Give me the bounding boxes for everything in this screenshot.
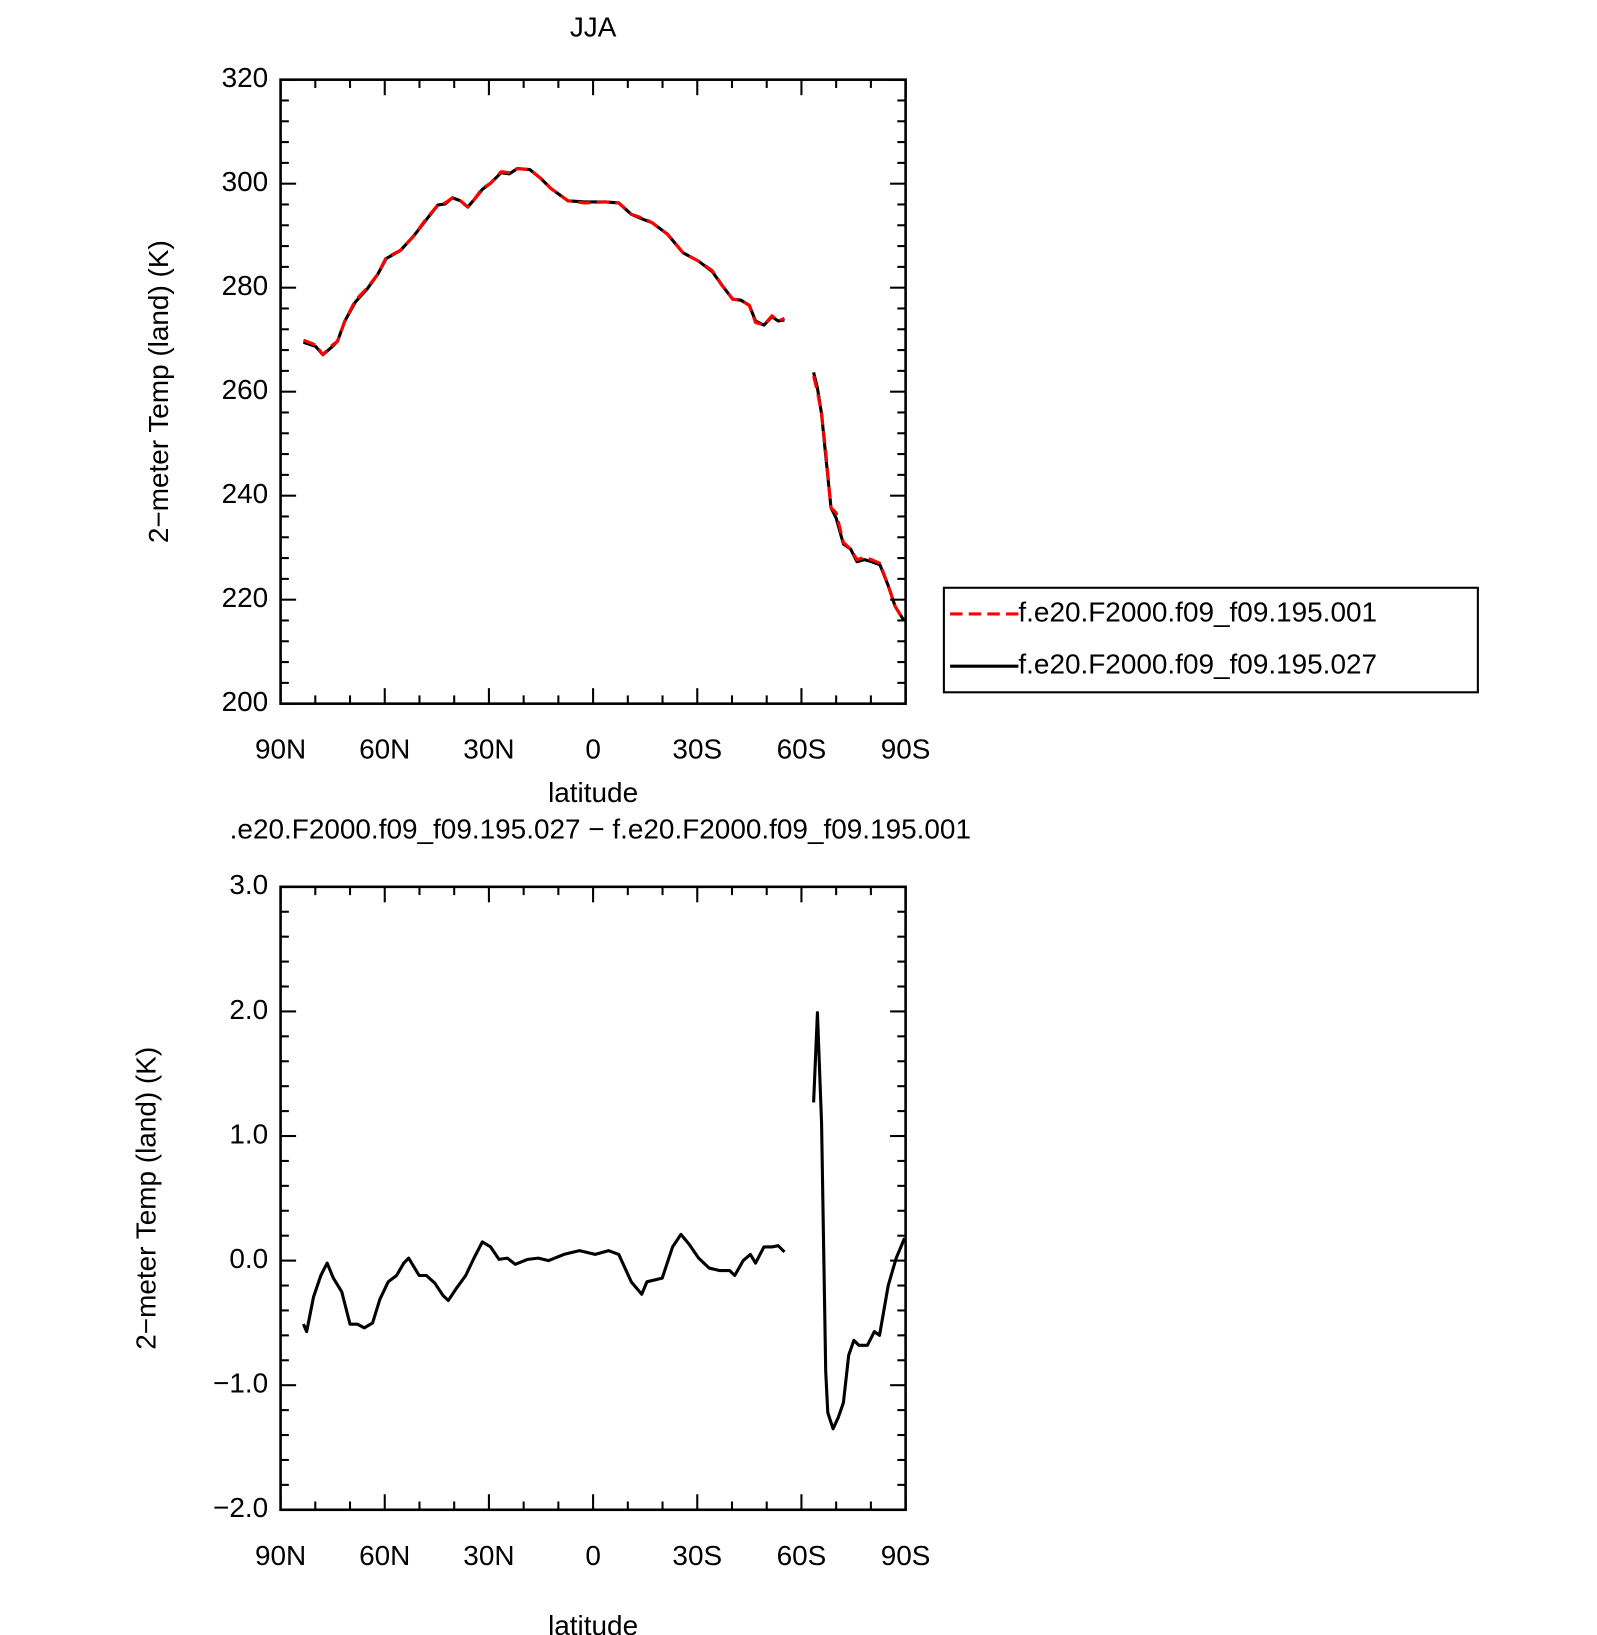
- x-axis-label: latitude: [548, 1610, 638, 1635]
- x-tick-label: 60N: [359, 1540, 410, 1571]
- legend-label: f.e20.F2000.f09_f09.195.001: [1018, 596, 1377, 627]
- y-axis-label: 2−meter Temp (land) (K): [130, 1047, 161, 1350]
- plot-frame: [279, 78, 907, 705]
- x-tick-label: 90S: [881, 1540, 931, 1571]
- x-axis-label: latitude: [548, 777, 638, 808]
- plot-frame: [279, 885, 907, 1512]
- x-tick-label: 30S: [672, 734, 722, 765]
- data-line: [302, 1011, 906, 1431]
- chart-title: .e20.F2000.f09_f09.195.027 − f.e20.F2000…: [230, 813, 971, 844]
- x-tick-label: 60S: [777, 734, 827, 765]
- y-axis-label: 2−meter Temp (land) (K): [143, 240, 174, 543]
- x-tick-label: 30N: [463, 734, 514, 765]
- x-tick-label: 90N: [255, 1540, 306, 1571]
- y-tick-label: −1.0: [213, 1368, 268, 1399]
- y-tick-label: 220: [222, 582, 269, 613]
- data-line: [302, 167, 905, 621]
- y-tick-label: 2.0: [229, 994, 268, 1025]
- y-tick-label: 300: [222, 166, 269, 197]
- y-tick-label: 260: [222, 374, 269, 405]
- x-tick-label: 30S: [672, 1540, 722, 1571]
- x-tick-label: 90N: [255, 734, 306, 765]
- y-tick-label: 0.0: [229, 1243, 268, 1274]
- y-tick-label: 200: [222, 686, 269, 717]
- y-tick-label: 1.0: [229, 1118, 268, 1149]
- legend-label: f.e20.F2000.f09_f09.195.027: [1018, 649, 1377, 680]
- chart-title: JJA: [570, 11, 617, 42]
- legend-box: [942, 586, 1479, 694]
- y-tick-label: 240: [222, 478, 269, 509]
- y-tick-label: 3.0: [229, 869, 268, 900]
- data-line: [302, 167, 905, 621]
- x-tick-label: 90S: [881, 734, 931, 765]
- x-tick-label: 0: [585, 1540, 601, 1571]
- y-tick-label: −2.0: [213, 1492, 268, 1523]
- x-tick-label: 60S: [777, 1540, 827, 1571]
- x-tick-label: 30N: [463, 1540, 514, 1571]
- y-tick-label: 320: [222, 62, 269, 93]
- x-tick-label: 60N: [359, 734, 410, 765]
- y-tick-label: 280: [222, 270, 269, 301]
- x-tick-label: 0: [585, 734, 601, 765]
